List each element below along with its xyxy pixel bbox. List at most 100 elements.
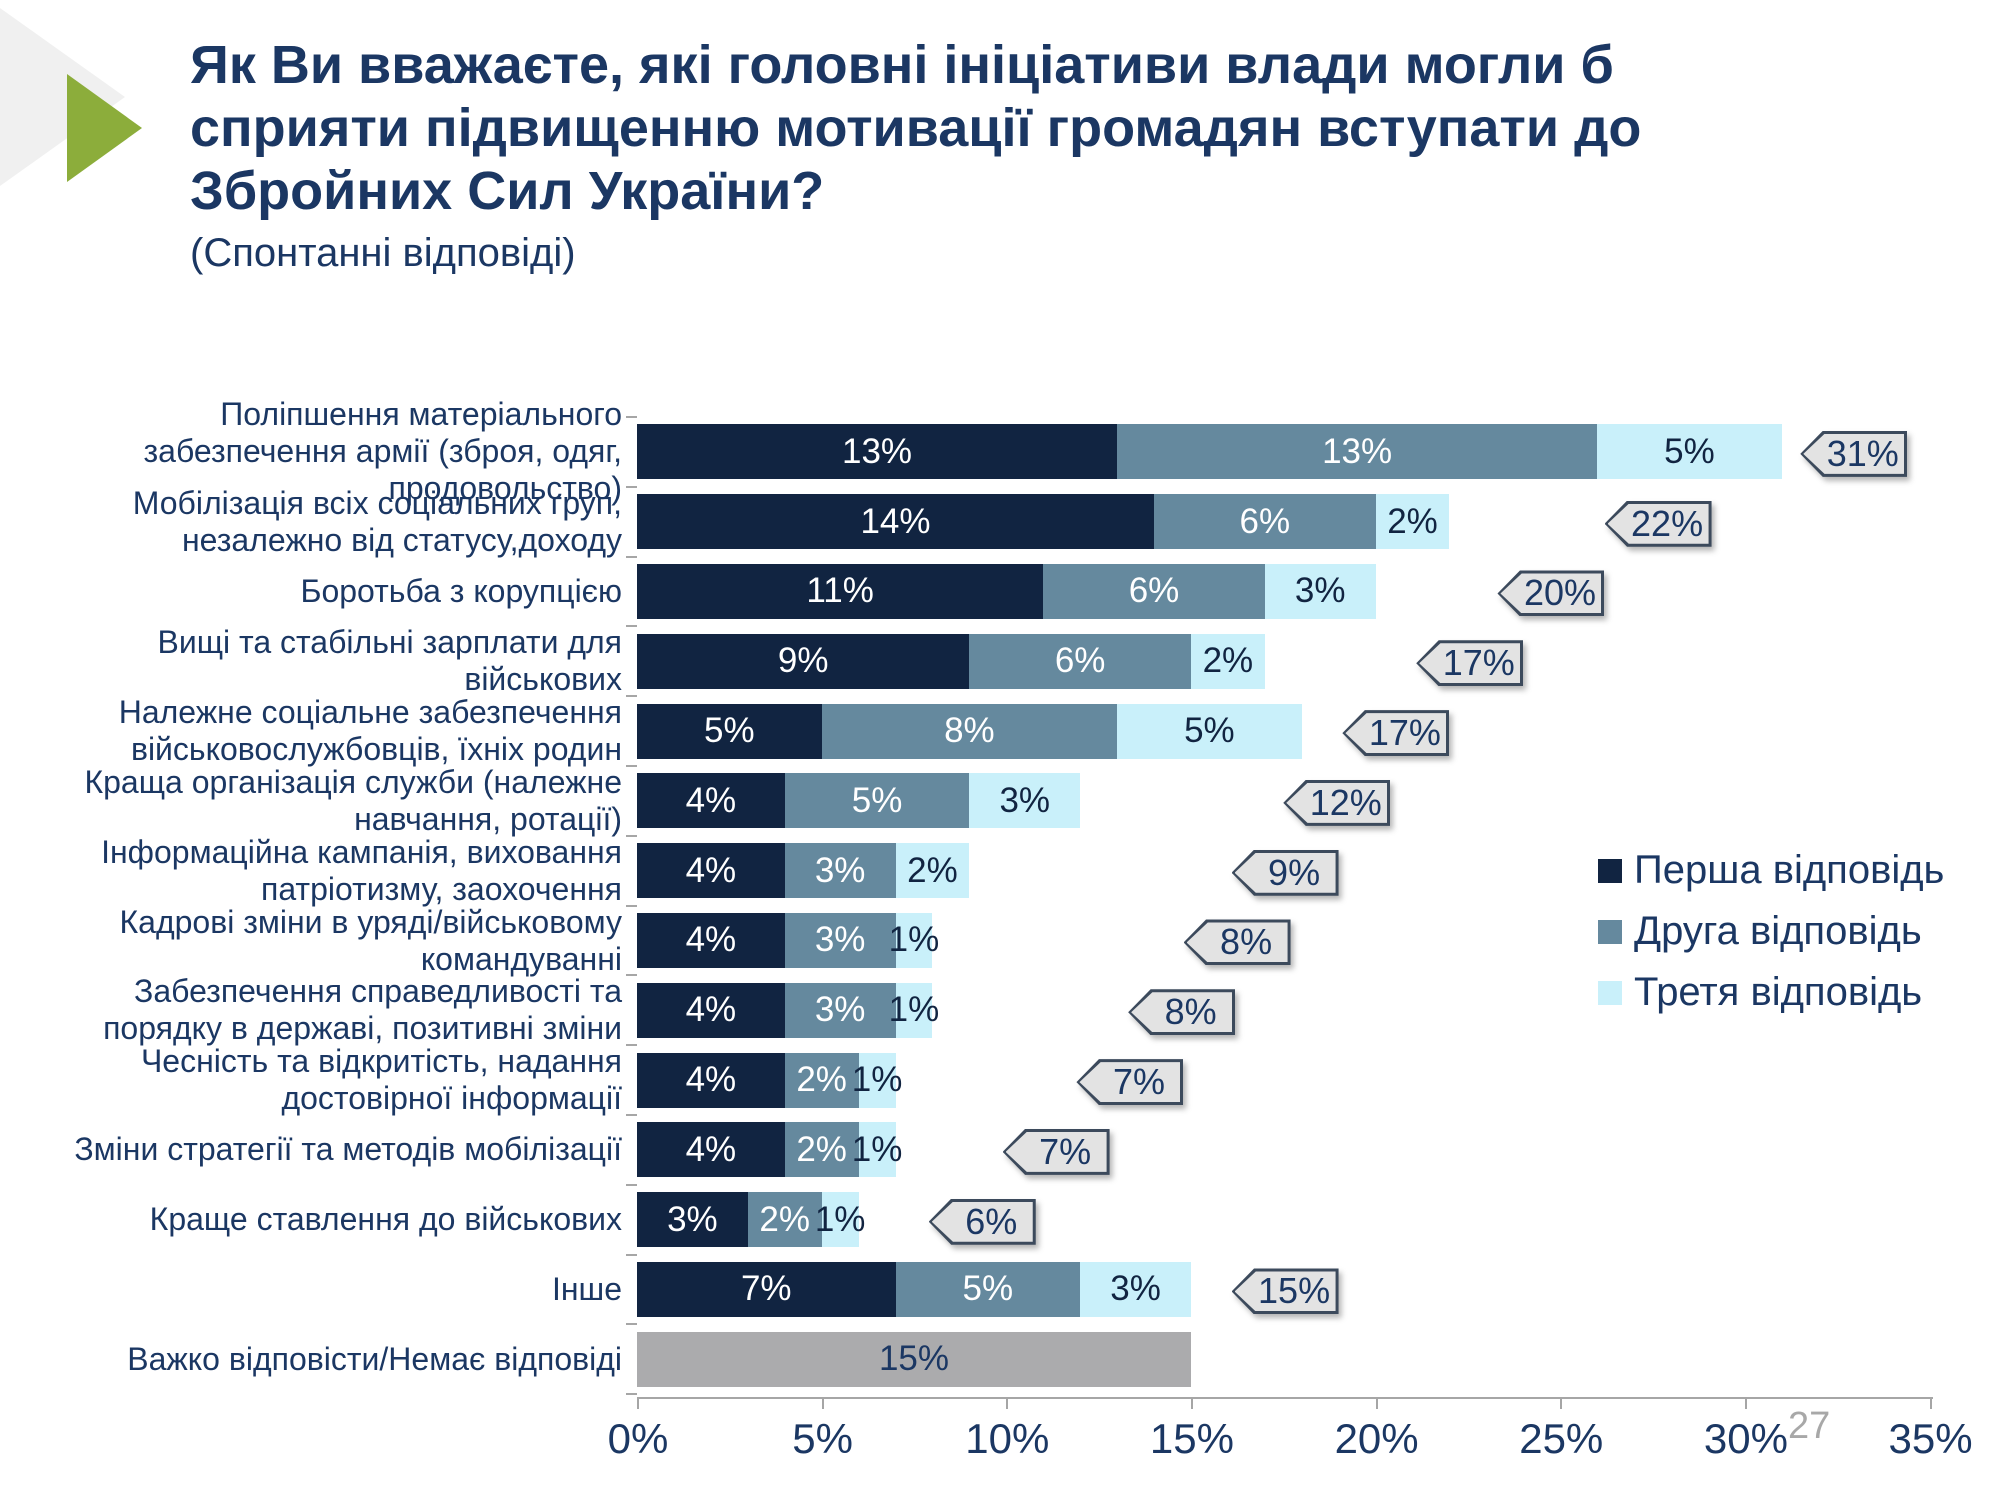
bar-segment-third-answer: 1% bbox=[852, 1122, 902, 1178]
y-axis-tick bbox=[626, 1114, 637, 1116]
total-value-label: 8% bbox=[1220, 921, 1273, 963]
segment-value-label: 2% bbox=[796, 1060, 847, 1100]
bar-segment-third-answer: 1% bbox=[889, 912, 939, 968]
bar-segment-first-answer: 3% bbox=[637, 1192, 748, 1248]
chart-row: Поліпшення матеріального забезпечення ар… bbox=[0, 396, 2000, 506]
total-badge: 9% bbox=[1231, 849, 1339, 896]
legend-swatch-second-answer bbox=[1598, 919, 1622, 944]
total-badge: 7% bbox=[1002, 1128, 1110, 1175]
x-axis-tick bbox=[1929, 1397, 1932, 1409]
bar-segment-third-answer: 2% bbox=[1190, 633, 1265, 689]
total-badge: 22% bbox=[1604, 500, 1712, 547]
chart-row: Краща організація служби (належне навчан… bbox=[0, 764, 2000, 837]
category-label: Боротьба з корупцією bbox=[300, 572, 622, 609]
total-badge: 12% bbox=[1283, 779, 1391, 826]
total-value-label: 6% bbox=[965, 1200, 1018, 1242]
bar-segment-first-answer: 9% bbox=[637, 633, 970, 689]
category-label: Краще ставлення до військових bbox=[149, 1201, 622, 1238]
bar-segment-second-answer: 5% bbox=[895, 1261, 1081, 1317]
bar-segment-second-answer: 6% bbox=[1154, 494, 1376, 550]
segment-value-label: 6% bbox=[1128, 571, 1180, 611]
left-arrow-tag-icon bbox=[1497, 570, 1605, 617]
bar-segment-first-answer: 7% bbox=[637, 1261, 896, 1317]
legend-label: Перша відповідь bbox=[1634, 848, 1945, 892]
segment-value-label: 5% bbox=[704, 711, 755, 751]
bar: 4% 3% 1% bbox=[637, 912, 939, 968]
left-arrow-tag-icon bbox=[1128, 989, 1236, 1036]
bar: 11% 6% 3% bbox=[637, 563, 1376, 619]
segment-value-label: 6% bbox=[1239, 501, 1291, 541]
total-value-label: 17% bbox=[1442, 642, 1515, 684]
bar-segment-third-answer: 3% bbox=[1264, 563, 1376, 619]
total-value-label: 31% bbox=[1826, 432, 1899, 474]
total-badge: 17% bbox=[1416, 640, 1524, 687]
bar-segment-second-answer: 6% bbox=[1043, 563, 1265, 619]
bar-segment-first-answer: 4% bbox=[637, 773, 785, 829]
chart-row: Важко відповісти/Немає відповіді 15% bbox=[0, 1324, 2000, 1394]
category-label: Інше bbox=[551, 1270, 622, 1307]
bar-segment-third-answer: 1% bbox=[852, 1052, 902, 1108]
segment-value-label: 15% bbox=[878, 1339, 949, 1379]
total-value-label: 9% bbox=[1268, 851, 1321, 893]
page-title-line-1: Як Ви вважаєте, які головні ініціативи в… bbox=[190, 35, 1614, 95]
x-axis-tick bbox=[1744, 1397, 1747, 1409]
total-badge: 6% bbox=[928, 1198, 1036, 1245]
segment-value-label: 7% bbox=[740, 1269, 792, 1309]
bar-segment-no-answer: 15% bbox=[637, 1331, 1191, 1387]
x-axis-tick bbox=[821, 1397, 824, 1409]
left-arrow-tag-icon bbox=[1342, 710, 1450, 757]
total-badge: 8% bbox=[1128, 989, 1236, 1036]
bar-segment-first-answer: 4% bbox=[637, 982, 785, 1038]
page-title-line-2: сприяти підвищенню мотивації громадян вс… bbox=[190, 98, 1642, 158]
segment-value-label: 4% bbox=[685, 990, 737, 1030]
bar-segment-third-answer: 2% bbox=[895, 843, 970, 899]
bar-segment-second-answer: 8% bbox=[821, 703, 1118, 759]
y-axis-tick bbox=[626, 485, 637, 488]
x-axis-tick-label: 0% bbox=[607, 1415, 669, 1462]
x-axis-tick bbox=[1560, 1397, 1563, 1409]
x-axis-tick-label: 5% bbox=[792, 1415, 853, 1462]
bar: 4% 3% 1% bbox=[637, 982, 939, 1038]
segment-value-label: 4% bbox=[685, 850, 737, 890]
left-arrow-tag-icon bbox=[1002, 1128, 1110, 1175]
segment-value-label: 2% bbox=[1202, 641, 1254, 681]
category-label: Кадрові зміни в уряді/військовому команд… bbox=[119, 903, 623, 977]
y-axis-tick bbox=[626, 1044, 637, 1047]
chart-row: Інформаційна кампанія, виховання патріот… bbox=[0, 834, 2000, 907]
left-arrow-tag-icon bbox=[1183, 919, 1291, 966]
y-axis-tick bbox=[626, 625, 637, 628]
y-axis-tick bbox=[626, 1323, 637, 1326]
bar-segment-third-answer: 3% bbox=[969, 773, 1081, 829]
segment-value-label: 1% bbox=[888, 920, 940, 960]
total-badge: 31% bbox=[1800, 430, 1908, 477]
segment-value-label: 2% bbox=[1387, 501, 1438, 541]
x-axis-tick bbox=[1006, 1397, 1009, 1409]
chart-row: Кадрові зміни в уряді/військовому команд… bbox=[0, 903, 2000, 977]
legend-label: Друга відповідь bbox=[1634, 909, 1922, 953]
total-value-label: 12% bbox=[1309, 781, 1382, 823]
segment-value-label: 3% bbox=[667, 1199, 718, 1239]
total-value-label: 7% bbox=[1112, 1061, 1165, 1103]
left-arrow-tag-icon bbox=[1604, 500, 1712, 547]
segment-value-label: 5% bbox=[1184, 711, 1235, 751]
segment-value-label: 8% bbox=[944, 711, 995, 751]
total-badge: 15% bbox=[1231, 1268, 1339, 1315]
chart-row: Боротьба з корупцією 11% 6% 3% 20% bbox=[0, 557, 2000, 627]
bar: 15% bbox=[637, 1331, 1191, 1387]
segment-value-label: 2% bbox=[907, 850, 958, 890]
bar: 14% 6% 2% bbox=[637, 494, 1450, 550]
segment-value-label: 3% bbox=[999, 780, 1051, 820]
legend-swatch-first-answer bbox=[1598, 858, 1622, 883]
x-axis-tick bbox=[637, 1397, 639, 1409]
segment-value-label: 14% bbox=[860, 501, 931, 541]
y-axis-tick bbox=[626, 555, 637, 558]
x-axis-tick-label: 10% bbox=[965, 1415, 1050, 1462]
left-arrow-tag-icon bbox=[1283, 779, 1391, 826]
segment-value-label: 4% bbox=[685, 920, 737, 960]
page-number: 27 bbox=[1788, 1405, 1831, 1447]
bar-segment-third-answer: 1% bbox=[815, 1192, 865, 1248]
bar-segment-second-answer: 3% bbox=[784, 843, 896, 899]
segment-value-label: 5% bbox=[851, 780, 903, 820]
left-arrow-tag-icon bbox=[1800, 430, 1908, 477]
